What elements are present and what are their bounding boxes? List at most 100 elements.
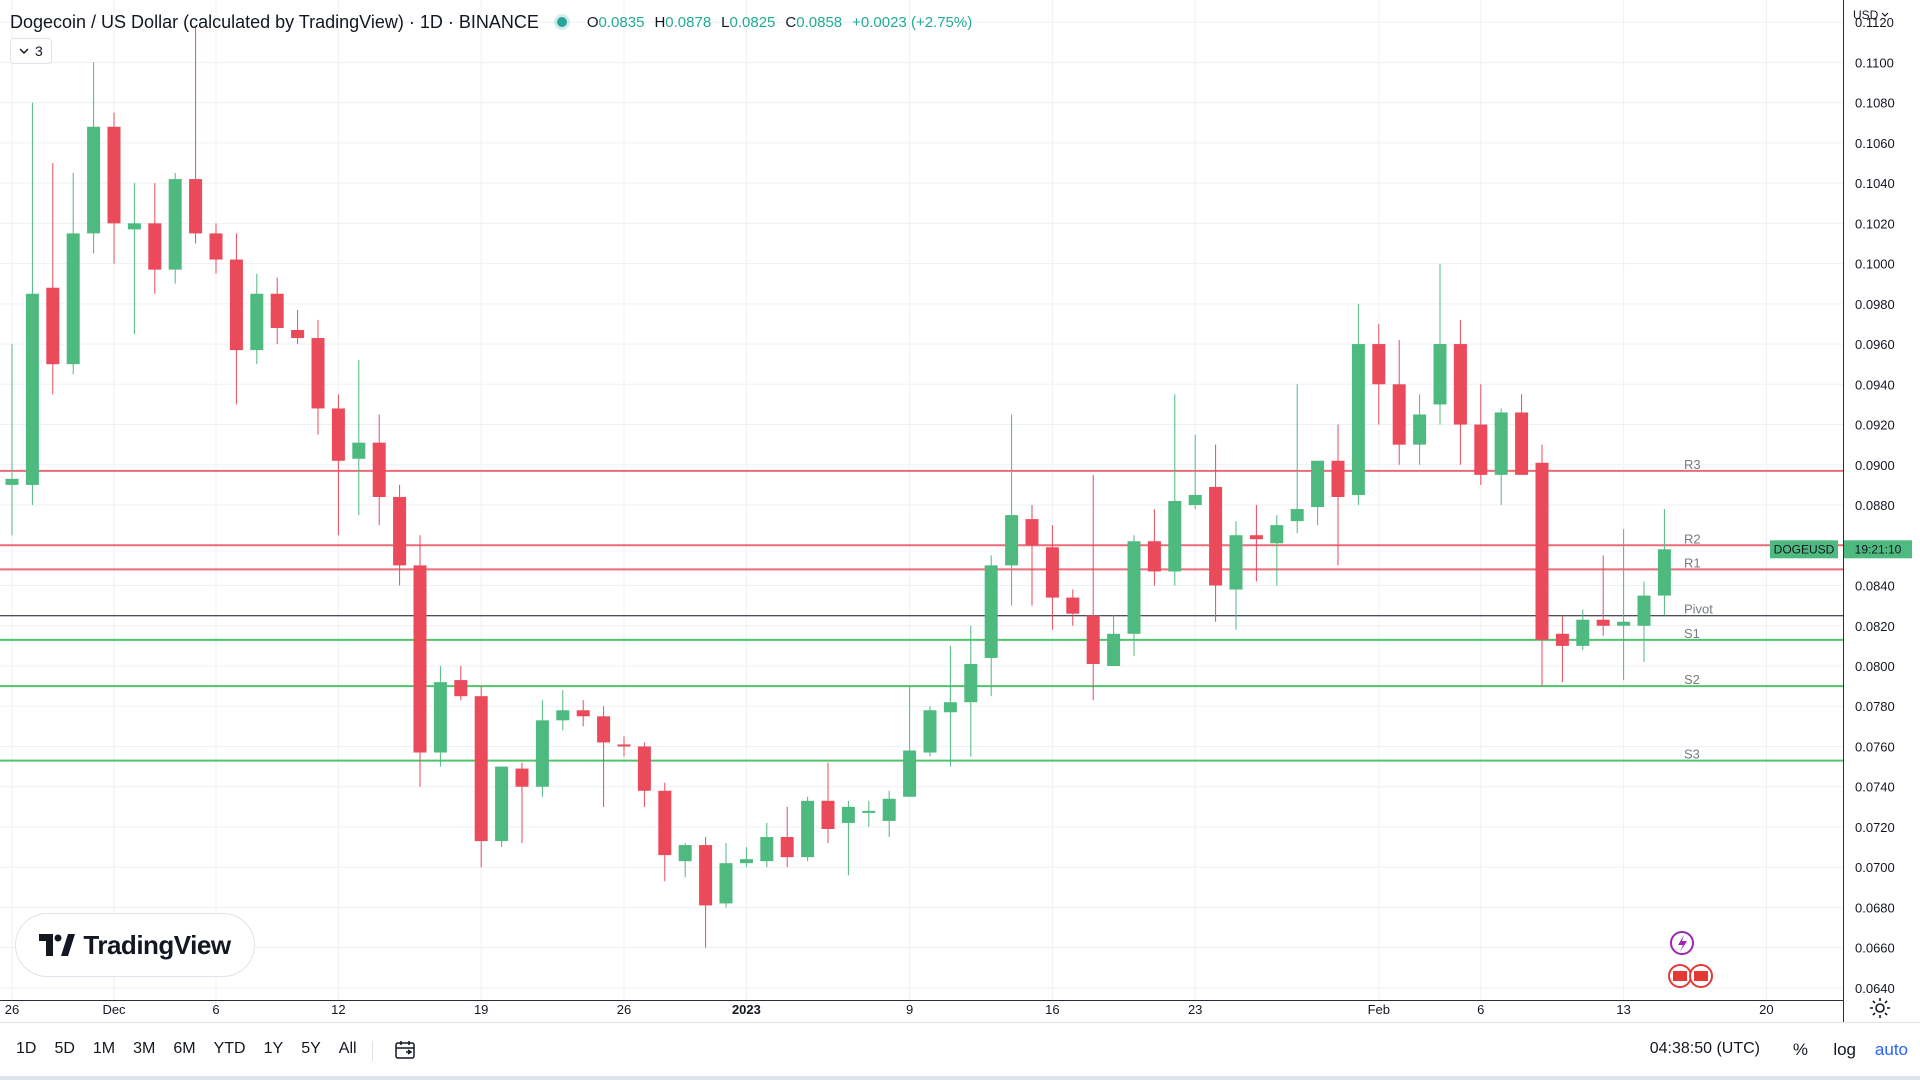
candle-body-down[interactable] <box>291 329 305 339</box>
candle-body-down[interactable] <box>474 696 488 842</box>
candle-body-up[interactable] <box>964 663 978 703</box>
candle-body-down[interactable] <box>617 744 631 747</box>
candle-body-down[interactable] <box>413 565 427 753</box>
candle-body-up[interactable] <box>984 565 998 658</box>
candle-body-up[interactable] <box>433 682 447 753</box>
auto-scale-toggle[interactable]: auto <box>1874 1040 1908 1059</box>
log-scale-toggle[interactable]: log <box>1833 1040 1856 1059</box>
candle-body-up[interactable] <box>882 798 896 821</box>
candle-body-down[interactable] <box>597 716 611 743</box>
candle-body-down[interactable] <box>107 126 121 224</box>
candle-body-up[interactable] <box>1657 549 1671 596</box>
candle-body-up[interactable] <box>556 710 570 721</box>
candle-body-up[interactable] <box>903 750 917 797</box>
candle-body-down[interactable] <box>1209 486 1223 586</box>
candle-body-up[interactable] <box>352 442 366 459</box>
candle-body-down[interactable] <box>1331 460 1345 497</box>
range-ytd-button[interactable]: YTD <box>213 1040 246 1057</box>
candle-body-up[interactable] <box>1127 541 1141 634</box>
candle-body-down[interactable] <box>1249 535 1263 540</box>
candle-body-down[interactable] <box>1535 462 1549 640</box>
range-5d-button[interactable]: 5D <box>54 1040 75 1057</box>
percent-scale-toggle[interactable]: % <box>1792 1040 1808 1059</box>
indicators-collapse-button[interactable]: 3 <box>10 38 52 64</box>
tradingview-logo[interactable]: TradingView <box>16 914 254 976</box>
candle-body-up[interactable] <box>719 863 733 904</box>
range-6m-button[interactable]: 6M <box>173 1040 196 1057</box>
candle-body-down[interactable] <box>821 800 835 829</box>
candle-body-up[interactable] <box>168 179 182 270</box>
candle-body-down[interactable] <box>372 442 386 497</box>
candle-body-down[interactable] <box>1515 412 1529 475</box>
candle-body-down[interactable] <box>229 259 243 351</box>
settings-gear-icon[interactable] <box>1868 996 1892 1020</box>
candle-body-up[interactable] <box>535 720 549 787</box>
candle-body-up[interactable] <box>678 845 692 862</box>
symbol-title[interactable]: Dogecoin / US Dollar (calculated by Trad… <box>10 11 539 32</box>
candle-body-up[interactable] <box>1576 619 1590 646</box>
candle-body-down[interactable] <box>148 223 162 270</box>
candle-body-up[interactable] <box>25 293 39 485</box>
utc-clock[interactable]: 04:38:50 (UTC) <box>1649 1040 1760 1057</box>
candle-body-down[interactable] <box>1045 547 1059 598</box>
candle-body-down[interactable] <box>331 408 345 461</box>
range-1y-button[interactable]: 1Y <box>263 1040 284 1057</box>
candle-body-up[interactable] <box>1433 344 1447 405</box>
range-all-button[interactable]: All <box>338 1040 357 1057</box>
candle-body-up[interactable] <box>1005 515 1019 566</box>
candle-body-down[interactable] <box>311 338 325 409</box>
candle-body-down[interactable] <box>637 746 651 791</box>
candle-body-down[interactable] <box>1453 344 1467 425</box>
go-to-date-calendar-icon[interactable] <box>394 1039 416 1061</box>
candle-body-down[interactable] <box>1372 344 1386 385</box>
candle-body-down[interactable] <box>1596 619 1610 626</box>
candle-body-up[interactable] <box>1188 494 1202 506</box>
candle-body-down[interactable] <box>699 845 713 906</box>
candle-body-up[interactable] <box>1290 509 1304 522</box>
currency-selector[interactable]: USD <box>1853 8 1889 22</box>
candle-body-down[interactable] <box>576 710 590 717</box>
candle-body-up[interactable] <box>87 126 101 234</box>
candle-body-down[interactable] <box>1474 424 1488 475</box>
candle-body-down[interactable] <box>46 287 60 365</box>
candle-body-up[interactable] <box>5 478 19 485</box>
range-3m-button[interactable]: 3M <box>133 1040 156 1057</box>
candle-body-up[interactable] <box>841 806 855 823</box>
candle-body-down[interactable] <box>1066 597 1080 614</box>
candle-body-up[interactable] <box>739 859 753 864</box>
candle-body-up[interactable] <box>1637 595 1651 626</box>
candle-body-down[interactable] <box>189 179 203 234</box>
candle-body-down[interactable] <box>1025 519 1039 546</box>
candle-body-up[interactable] <box>1229 535 1243 590</box>
candle-body-up[interactable] <box>66 233 80 365</box>
candle-body-up[interactable] <box>1107 633 1121 666</box>
candle-body-down[interactable] <box>1392 384 1406 445</box>
candle-body-down[interactable] <box>270 293 284 328</box>
range-1m-button[interactable]: 1M <box>92 1040 116 1057</box>
candle-body-down[interactable] <box>1086 615 1100 664</box>
range-1d-button[interactable]: 1D <box>16 1040 37 1057</box>
candle-body-down[interactable] <box>393 496 407 566</box>
candle-body-down[interactable] <box>1555 633 1569 646</box>
candle-body-down[interactable] <box>780 837 794 858</box>
candle-body-up[interactable] <box>1351 344 1365 495</box>
candle-body-down[interactable] <box>1147 541 1161 572</box>
range-5y-button[interactable]: 5Y <box>301 1040 321 1057</box>
candle-body-up[interactable] <box>1168 501 1182 572</box>
candle-body-up[interactable] <box>495 766 509 842</box>
candle-body-up[interactable] <box>801 800 815 858</box>
candle-body-up[interactable] <box>760 837 774 862</box>
candle-body-up[interactable] <box>1413 414 1427 445</box>
candle-body-up[interactable] <box>1494 412 1508 475</box>
candle-body-up[interactable] <box>1270 525 1284 544</box>
candle-body-down[interactable] <box>658 790 672 856</box>
candle-body-up[interactable] <box>1311 460 1325 508</box>
candle-body-up[interactable] <box>943 702 957 713</box>
candle-body-up[interactable] <box>127 223 141 230</box>
candle-body-down[interactable] <box>515 768 529 787</box>
candle-body-up[interactable] <box>250 293 264 351</box>
candle-body-up[interactable] <box>1617 621 1631 626</box>
candle-body-down[interactable] <box>454 680 468 697</box>
candle-body-down[interactable] <box>209 233 223 260</box>
